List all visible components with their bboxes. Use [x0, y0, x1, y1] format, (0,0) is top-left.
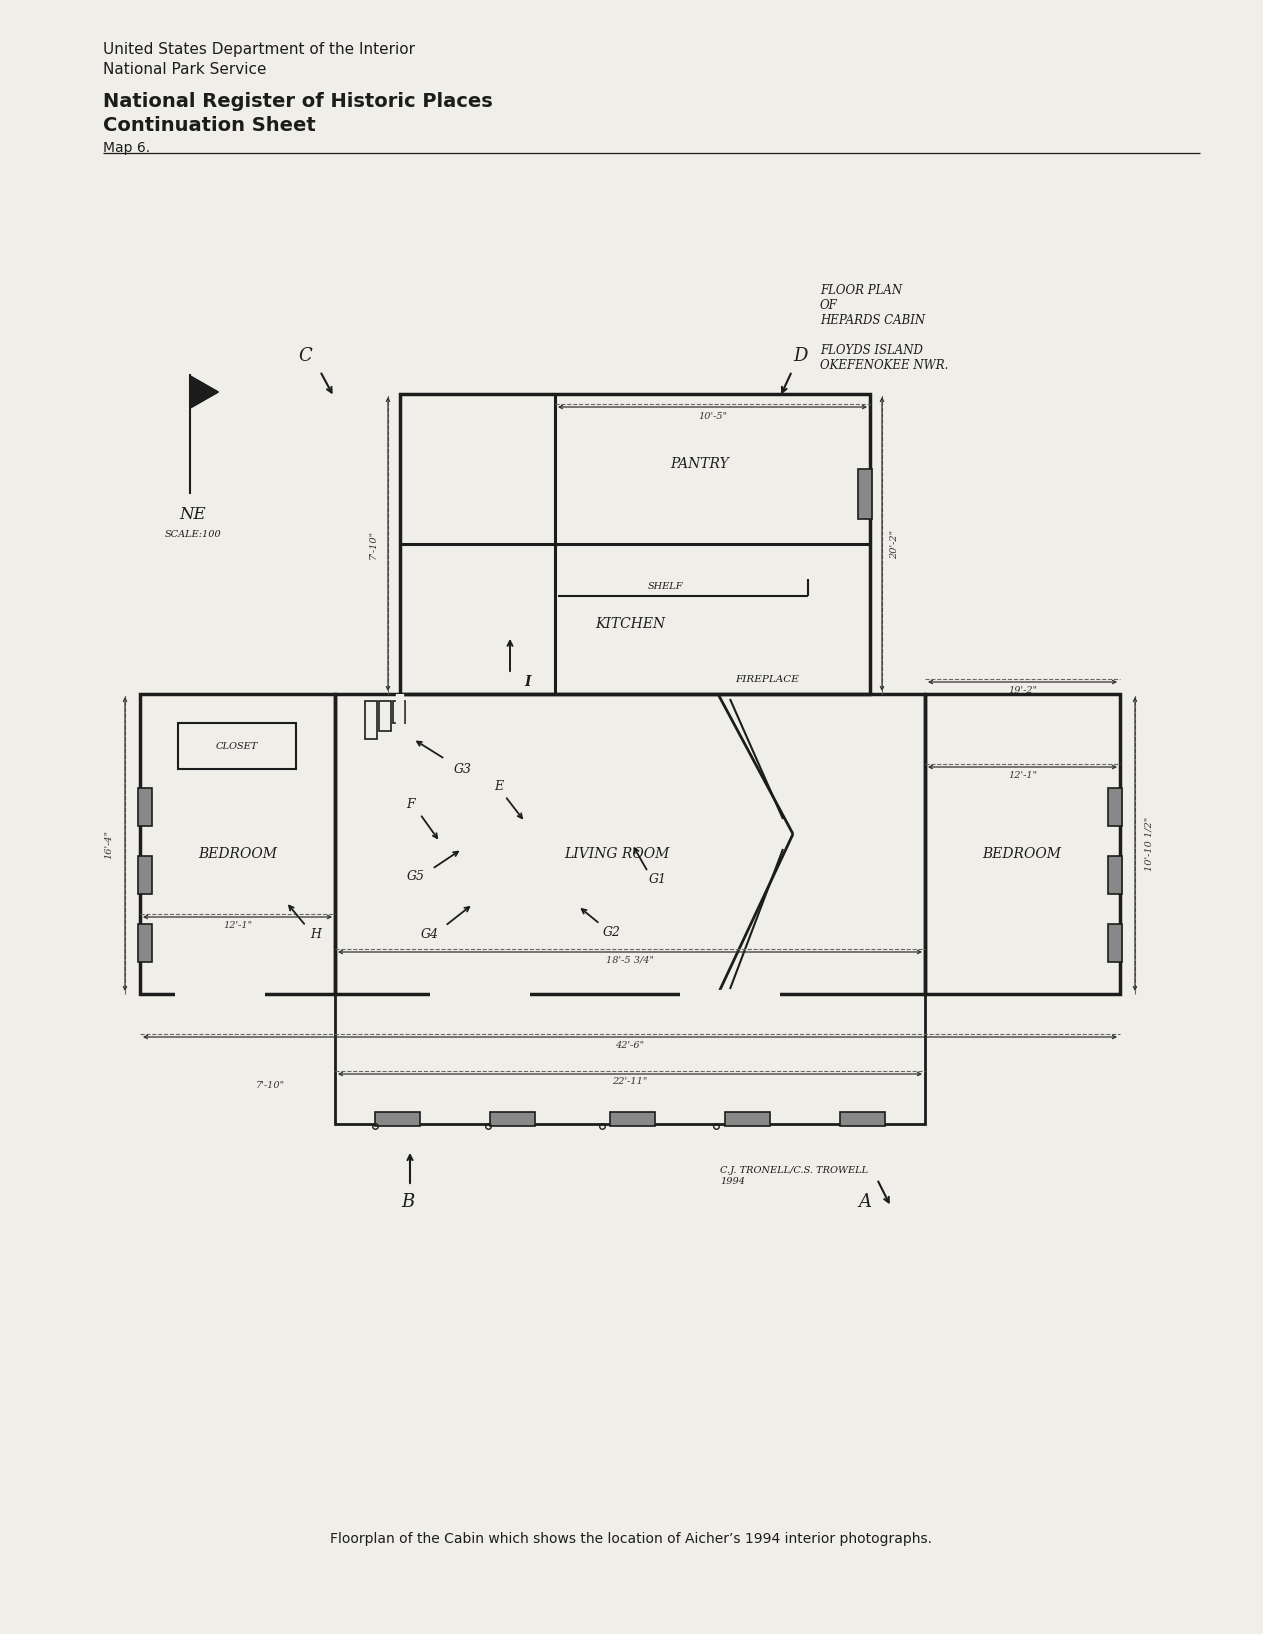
Text: CLOSET: CLOSET: [216, 742, 258, 750]
Bar: [138, 856, 152, 894]
Bar: [858, 469, 871, 520]
Text: KITCHEN: KITCHEN: [595, 618, 666, 631]
Text: 7'-10": 7'-10": [369, 529, 378, 559]
Text: D: D: [793, 346, 807, 364]
Bar: [393, 701, 405, 722]
Bar: [1108, 856, 1122, 894]
Text: BEDROOM: BEDROOM: [983, 846, 1061, 861]
Text: G4: G4: [421, 928, 440, 941]
Text: 42'-6": 42'-6": [615, 1041, 644, 1049]
Text: G3: G3: [453, 763, 472, 776]
Text: 7'-10": 7'-10": [255, 1082, 284, 1090]
Text: 22'-11": 22'-11": [613, 1077, 648, 1087]
Text: H: H: [311, 928, 322, 941]
Text: A: A: [859, 1193, 871, 1211]
Text: B: B: [402, 1193, 414, 1211]
Bar: [379, 701, 392, 730]
Text: I: I: [524, 675, 532, 690]
Text: 18'-5 3/4": 18'-5 3/4": [606, 956, 654, 964]
Text: FLOOR PLAN
OF
HEPARDS CABIN

FLOYDS ISLAND
OKEFENOKEE NWR.: FLOOR PLAN OF HEPARDS CABIN FLOYDS ISLAN…: [820, 284, 949, 373]
Text: BEDROOM: BEDROOM: [198, 846, 278, 861]
Bar: [138, 788, 152, 827]
Bar: [375, 1113, 421, 1126]
Bar: [335, 993, 925, 1124]
Bar: [925, 694, 1120, 993]
Text: LIVING ROOM: LIVING ROOM: [565, 846, 669, 861]
Text: United States Department of the Interior: United States Department of the Interior: [104, 42, 416, 57]
Bar: [1108, 923, 1122, 962]
Text: C: C: [298, 346, 312, 364]
Text: F: F: [405, 797, 414, 810]
Text: PANTRY: PANTRY: [671, 458, 729, 471]
Text: SHELF: SHELF: [647, 582, 683, 590]
Text: 20'-2": 20'-2": [890, 529, 899, 559]
Bar: [140, 694, 335, 993]
Bar: [400, 394, 870, 694]
Bar: [610, 1113, 655, 1126]
Text: G5: G5: [407, 869, 426, 882]
Bar: [138, 923, 152, 962]
Text: 10'-10 1/2": 10'-10 1/2": [1144, 817, 1153, 871]
Text: NE: NE: [179, 505, 206, 523]
Text: FIREPLACE: FIREPLACE: [735, 675, 799, 683]
Text: Continuation Sheet: Continuation Sheet: [104, 116, 316, 136]
Text: C.J. TRONELL/C.S. TROWELL
1994: C.J. TRONELL/C.S. TROWELL 1994: [720, 1167, 868, 1186]
Bar: [840, 1113, 885, 1126]
Text: Map 6.: Map 6.: [104, 141, 150, 155]
Text: G2: G2: [602, 925, 621, 938]
Text: 10'-5": 10'-5": [698, 412, 727, 420]
Bar: [490, 1113, 536, 1126]
Text: National Register of Historic Places: National Register of Historic Places: [104, 92, 493, 111]
Polygon shape: [189, 376, 218, 408]
Bar: [365, 701, 376, 739]
Text: E: E: [494, 779, 504, 792]
Text: National Park Service: National Park Service: [104, 62, 266, 77]
Text: 16'-4": 16'-4": [105, 830, 114, 858]
Text: 19'-2": 19'-2": [1008, 686, 1037, 694]
Bar: [335, 694, 925, 993]
Bar: [178, 722, 296, 770]
Text: 12'-1": 12'-1": [224, 920, 253, 930]
Text: 12'-1": 12'-1": [1008, 771, 1037, 779]
Bar: [725, 1113, 770, 1126]
Text: SCALE:100: SCALE:100: [164, 529, 221, 539]
Text: G1: G1: [649, 873, 667, 886]
Bar: [1108, 788, 1122, 827]
Text: Floorplan of the Cabin which shows the location of Aicher’s 1994 interior photog: Floorplan of the Cabin which shows the l…: [330, 1533, 932, 1546]
